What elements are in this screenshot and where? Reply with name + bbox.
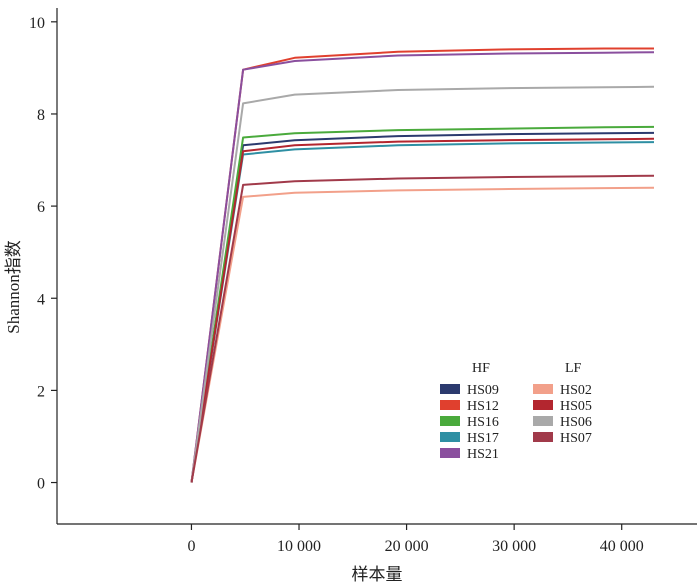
legend-label: HS17 (467, 431, 499, 446)
legend-label: HS05 (560, 399, 592, 414)
legend-swatch-hs05 (533, 400, 553, 410)
legend-swatch-hs12 (440, 400, 460, 410)
axes (56, 8, 697, 525)
legend-label: HS02 (560, 383, 592, 398)
series-line-hs21 (190, 51, 655, 483)
y-ticks: 0 2 4 6 8 10 (29, 15, 57, 493)
y-tick-label: 2 (37, 383, 45, 400)
y-tick-label: 8 (37, 107, 45, 124)
y-tick-label: 0 (37, 476, 45, 493)
x-ticks: 0 10 000 20 000 30 000 40 000 (187, 524, 644, 555)
y-tick-label: 4 (37, 291, 45, 308)
legend-swatch-hs17 (440, 432, 460, 442)
legend-swatch-hs09 (440, 384, 460, 394)
series-line-hs05 (190, 137, 655, 483)
x-tick-label: 20 000 (385, 538, 429, 555)
legend-label: HS06 (560, 415, 592, 430)
legend-swatch-hs07 (533, 432, 553, 442)
legend-swatch-hs21 (440, 448, 460, 458)
y-tick-label: 10 (29, 15, 45, 32)
legend-label: HS21 (467, 447, 499, 462)
series-line-hs16 (190, 125, 655, 483)
x-tick-label: 0 (187, 538, 195, 555)
x-tick-label: 30 000 (492, 538, 536, 555)
series-line-hs02 (190, 186, 655, 483)
legend-swatch-hs06 (533, 416, 553, 426)
y-axis-title: Shannon指数 (4, 240, 23, 334)
series-line-hs06 (190, 85, 655, 483)
legend-label: HS07 (560, 431, 592, 446)
legend-label: HS09 (467, 383, 499, 398)
plot-lines (190, 47, 655, 483)
x-tick-label: 10 000 (277, 538, 321, 555)
x-axis-title: 样本量 (352, 565, 403, 584)
series-line-hs07 (190, 174, 655, 483)
legend-group-title: LF (565, 361, 582, 376)
series-line-hs09 (190, 131, 655, 483)
legend-swatch-hs02 (533, 384, 553, 394)
legend-swatch-hs16 (440, 416, 460, 426)
y-tick-label: 6 (37, 199, 45, 216)
legend-group-title: HF (472, 361, 490, 376)
x-tick-label: 40 000 (600, 538, 644, 555)
legend-label: HS16 (467, 415, 499, 430)
legend-label: HS12 (467, 399, 499, 414)
